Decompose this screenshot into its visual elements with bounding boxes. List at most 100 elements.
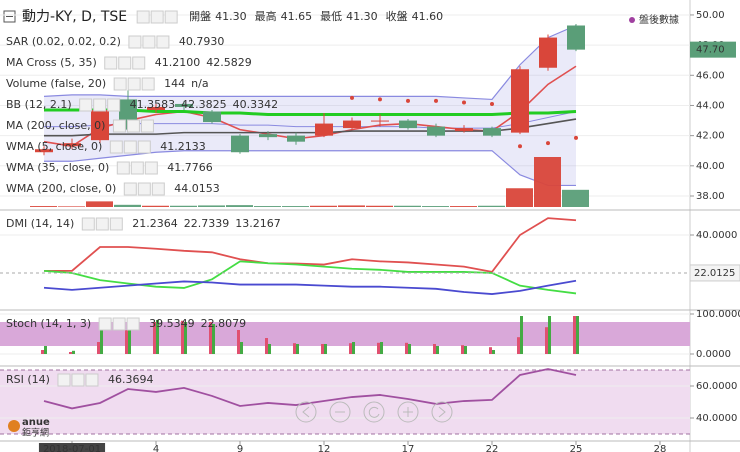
indicator-readout: 41.2100 (155, 56, 201, 69)
candle-body (483, 128, 501, 136)
scroll-right-button[interactable] (431, 401, 453, 423)
stoch-bar (212, 324, 215, 354)
indicator-button[interactable] (98, 317, 112, 331)
volume-bar (562, 189, 589, 207)
indicator-button[interactable] (116, 161, 130, 175)
indicator-button[interactable] (127, 77, 141, 91)
indicator-button[interactable] (112, 317, 126, 331)
indicator-button[interactable] (109, 140, 123, 154)
volume-bar (30, 206, 57, 207)
volume-bar (170, 205, 197, 207)
indicator-button[interactable] (57, 373, 71, 387)
indicator-button[interactable] (130, 161, 144, 175)
stoch-bar (184, 322, 187, 354)
bb-upper (43, 24, 577, 101)
stoch-bar (237, 330, 240, 354)
indicator-label: MA Cross (5, 35) (6, 56, 97, 69)
volume-bar (366, 205, 393, 207)
indicator-button[interactable] (126, 119, 140, 133)
indicator-button[interactable] (95, 217, 109, 231)
ohlc-value: 41.30 (346, 10, 378, 23)
indicator-readout: 42.3825 (181, 98, 227, 111)
indicator-label: WMA (35, close, 0) (6, 161, 109, 174)
candle-body (35, 149, 53, 153)
indicator-readout: 39.5349 (149, 317, 195, 330)
indicator-button[interactable] (128, 35, 142, 49)
stoch-bar (296, 344, 299, 354)
indicator-button[interactable] (150, 10, 164, 24)
indicator-button[interactable] (156, 35, 170, 49)
indicator-label: Volume (false, 20) (6, 77, 106, 90)
symbol: 動力-KY, D, TSE (22, 9, 127, 25)
stoch-bar (433, 344, 436, 354)
indicator-readout: 41.3583 (130, 98, 176, 111)
sar-dot (462, 100, 466, 105)
indicator-button[interactable] (93, 98, 107, 112)
stoch-bar (545, 327, 548, 354)
indicator-button[interactable] (123, 140, 137, 154)
indicator-readout: 40.3342 (233, 98, 279, 111)
indicator-readout: 41.7766 (167, 161, 213, 174)
after-hours-link[interactable]: 盤後數據 (639, 13, 679, 26)
indicator-button[interactable] (81, 217, 95, 231)
volume-bar (142, 205, 169, 207)
scroll-left-button[interactable] (295, 401, 317, 423)
indicator-button[interactable] (136, 10, 150, 24)
logo-name: 鉅亨網 (22, 427, 49, 439)
zoom-in-button[interactable] (397, 401, 419, 423)
y-tick-label: 46.00 (696, 70, 725, 81)
x-tick-label: 4 (153, 444, 159, 452)
indicator-label: RSI (14) (6, 373, 50, 386)
sar-dot (434, 98, 438, 103)
indicator-button[interactable] (141, 77, 155, 91)
indicator-button[interactable] (144, 161, 158, 175)
indicator-button[interactable] (137, 140, 151, 154)
indicator-readout: 13.2167 (235, 217, 281, 230)
candle-body (567, 25, 585, 50)
stoch-bar (377, 342, 380, 354)
indicator-button[interactable] (85, 373, 99, 387)
candle-body (63, 143, 81, 147)
indicator-button[interactable] (118, 56, 132, 70)
stoch-bar (100, 330, 103, 354)
x-tick-label: 12 (318, 444, 331, 452)
indicator-readout: 22.8079 (201, 317, 247, 330)
indicator-button[interactable] (79, 98, 93, 112)
indicator-button[interactable] (112, 119, 126, 133)
volume-bar (282, 206, 309, 207)
indicator-button[interactable] (132, 56, 146, 70)
indicator-button[interactable] (109, 217, 123, 231)
price-tag (690, 41, 736, 58)
stoch-bar (265, 338, 268, 354)
candle-body (287, 135, 305, 142)
indicator-button[interactable] (151, 182, 165, 196)
sar-dot (518, 144, 522, 149)
ohlc-value: 41.60 (412, 10, 444, 23)
sar-dot (574, 135, 578, 140)
y-tick-label: 100.0000 (696, 309, 740, 320)
indicator-button[interactable] (107, 98, 121, 112)
indicator-button[interactable] (113, 77, 127, 91)
stoch-bar (352, 342, 355, 354)
indicator-button[interactable] (164, 10, 178, 24)
zoom-out-button[interactable] (329, 401, 351, 423)
stoch-bar (517, 337, 520, 354)
volume-bar (394, 205, 421, 207)
indicator-button[interactable] (137, 182, 151, 196)
y-tick-label: 42.00 (696, 131, 725, 142)
collapse-button[interactable] (3, 10, 16, 23)
y-tick-label: 40.0000 (696, 230, 737, 241)
indicator-button[interactable] (71, 373, 85, 387)
indicator-button[interactable] (142, 35, 156, 49)
reset-button[interactable] (363, 401, 385, 423)
zoom-controls (295, 401, 453, 423)
indicator-button[interactable] (126, 317, 140, 331)
indicator-button[interactable] (123, 182, 137, 196)
indicator-button[interactable] (104, 56, 118, 70)
indicator-readout: 21.2364 (132, 217, 178, 230)
indicator-button[interactable] (140, 119, 154, 133)
volume-bar (422, 206, 449, 207)
stoch-bar (573, 316, 576, 354)
stoch-bar (181, 320, 184, 354)
